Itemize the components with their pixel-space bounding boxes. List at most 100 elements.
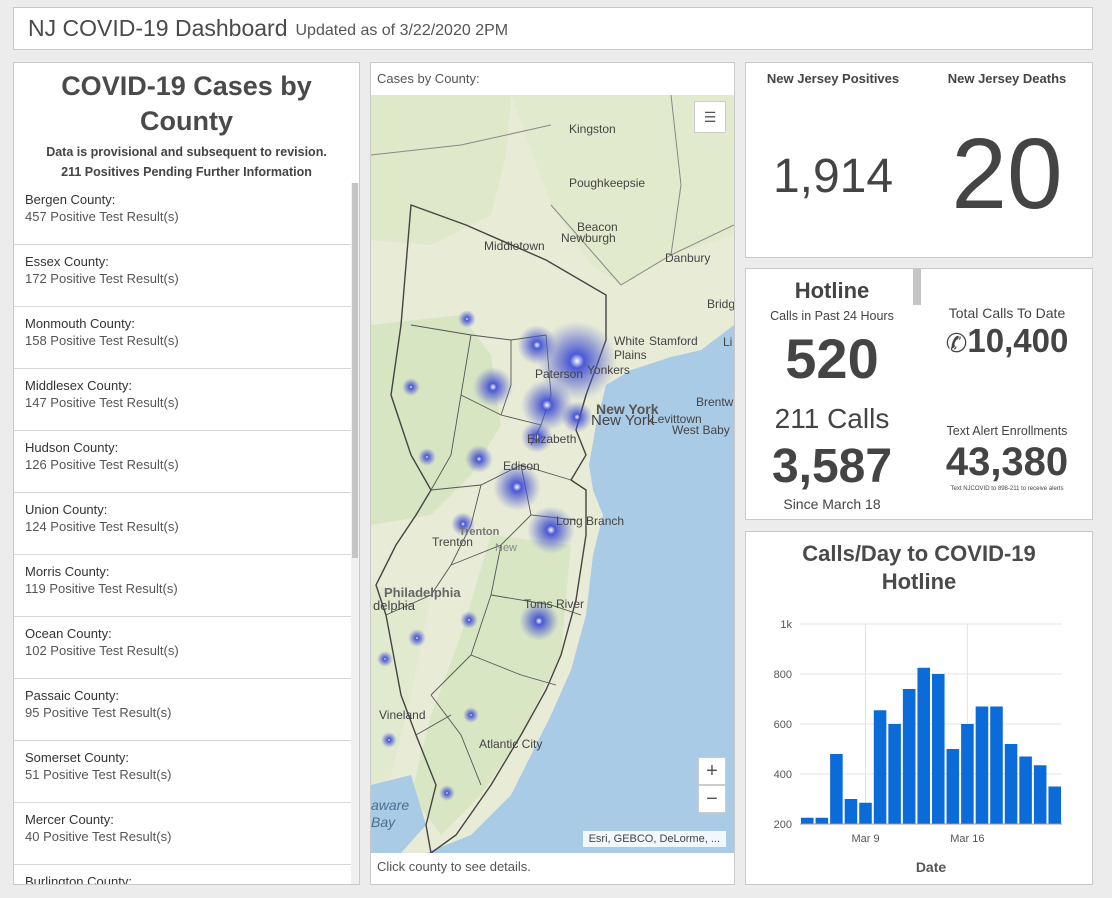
county-list-item[interactable]: Burlington County:: [14, 865, 353, 884]
chart-bar[interactable]: [1048, 786, 1061, 825]
county-name: Monmouth County:: [25, 316, 135, 331]
place-paterson: Paterson: [535, 367, 584, 381]
chart-bar[interactable]: [1004, 744, 1018, 824]
chart-bar[interactable]: [830, 754, 843, 824]
map-attribution[interactable]: Esri, GEBCO, DeLorme, ...: [582, 831, 726, 847]
place-yonkers: Yonkers: [587, 363, 630, 377]
county-list-item[interactable]: Essex County: 172 Positive Test Result(s): [14, 245, 353, 307]
place-philadelphia: delphia: [373, 598, 415, 613]
text-alert-value: 43,380: [945, 440, 1069, 484]
chart-bar[interactable]: [902, 689, 916, 824]
chart-bar[interactable]: [946, 749, 960, 824]
y-tick-label: 800: [774, 669, 792, 681]
chart-bar[interactable]: [961, 724, 974, 824]
scrollbar-thumb[interactable]: [352, 183, 358, 558]
county-list-item[interactable]: Union County: 124 Positive Test Result(s): [14, 493, 353, 555]
county-positive-count: 95 Positive Test Result(s): [25, 705, 172, 720]
zoom-in-button[interactable]: +: [698, 757, 726, 785]
county-name: Mercer County:: [25, 812, 114, 827]
place-delaware-bay: aware Bay: [371, 797, 410, 830]
hotline-chart-panel: Calls/Day to COVID-19 Hotline 200 400 600 8…: [745, 531, 1093, 885]
total-calls-value: 10,400: [967, 322, 1069, 359]
county-name: Hudson County:: [25, 440, 119, 455]
hotline-title: Hotline: [794, 278, 870, 303]
y-tick-label: 600: [774, 719, 792, 731]
county-name: Middlesex County:: [25, 378, 132, 393]
county-title-line2: County: [140, 106, 233, 136]
legend-list-icon[interactable]: ☰: [694, 101, 726, 133]
chart-bar[interactable]: [1019, 756, 1032, 825]
chart-bar[interactable]: [1033, 765, 1047, 824]
y-tick-label: 1k: [780, 619, 792, 631]
county-name: Passaic County:: [25, 688, 119, 703]
county-positive-count: 172 Positive Test Result(s): [25, 271, 179, 286]
county-positive-count: 102 Positive Test Result(s): [25, 643, 179, 658]
county-positive-count: 124 Positive Test Result(s): [25, 519, 179, 534]
place-long-branch: Long Branch: [556, 514, 625, 528]
place-philadelphia-big: Philadelphia: [384, 585, 461, 600]
county-name: Essex County:: [25, 254, 109, 269]
county-positive-count: 457 Positive Test Result(s): [25, 209, 179, 224]
y-tick-label: 200: [774, 819, 792, 831]
county-list-item[interactable]: Hudson County: 126 Positive Test Result(s…: [14, 431, 353, 493]
calls24-label: Calls in Past 24 Hours: [770, 309, 894, 323]
pending-note: 211 Positives Pending Further Informatio…: [61, 165, 312, 179]
chart-bar[interactable]: [917, 667, 930, 824]
county-list-item[interactable]: Ocean County: 102 Positive Test Result(s): [14, 617, 353, 679]
chart-bar[interactable]: [801, 817, 814, 824]
chart-bar[interactable]: [975, 706, 989, 825]
place-elizabeth: Elizabeth: [527, 432, 577, 446]
place-toms-river: Toms River: [524, 597, 585, 611]
county-list-item[interactable]: Mercer County: 40 Positive Test Result(s): [14, 803, 353, 865]
y-tick-label: 400: [774, 769, 792, 781]
county-name: Burlington County:: [25, 874, 132, 884]
dashboard-header: NJ COVID-19 Dashboard Updated as of 3/22…: [13, 7, 1093, 50]
place-poughkeepsie: Poughkeepsie: [569, 176, 646, 190]
map-title: Cases by County:: [377, 71, 480, 86]
text-alert-note: Text NJCOVID to 898-211 to receive alert…: [950, 486, 1064, 492]
chart-bar[interactable]: [844, 799, 858, 824]
chart-bar[interactable]: [873, 710, 887, 824]
chart-bar[interactable]: [990, 706, 1003, 825]
place-newburgh: Newburgh: [561, 231, 616, 245]
x-axis-label: Date: [916, 859, 947, 875]
chart-bar[interactable]: [888, 724, 901, 824]
county-list[interactable]: Bergen County: 457 Positive Test Result(s…: [14, 183, 353, 884]
deaths-label: New Jersey Deaths: [947, 71, 1067, 86]
county-name: Somerset County:: [25, 750, 130, 765]
county-positive-count: 40 Positive Test Result(s): [25, 829, 172, 844]
place-white-plains: White Plains: [614, 334, 647, 362]
chart-bar[interactable]: [859, 802, 872, 824]
totals-panel: New Jersey Positives New Jersey Deaths 1…: [745, 62, 1093, 258]
chart-bar[interactable]: [932, 674, 945, 824]
calls211-value: 3,587: [771, 440, 893, 493]
county-list-item[interactable]: Somerset County: 51 Positive Test Result(…: [14, 741, 353, 803]
phone-icon: ✆: [945, 328, 968, 358]
zoom-out-button[interactable]: −: [698, 785, 726, 813]
county-list-scrollbar[interactable]: [351, 183, 359, 884]
dashboard-title: NJ COVID-19 Dashboard: [28, 15, 288, 41]
place-new-york: New York: [591, 412, 655, 429]
place-west-babylon: West Baby: [672, 423, 730, 437]
map-basemap: [371, 95, 734, 853]
place-levittown: Levittown: [651, 412, 702, 426]
place-kingston: Kingston: [569, 122, 616, 136]
positives-label: New Jersey Positives: [766, 71, 900, 86]
county-list-item[interactable]: Morris County: 119 Positive Test Result(s…: [14, 555, 353, 617]
hotline-scrollbar[interactable]: [913, 269, 921, 305]
place-edison: Edison: [503, 459, 540, 473]
place-stamford: Stamford: [649, 334, 698, 348]
county-list-item[interactable]: Bergen County: 457 Positive Test Result(s…: [14, 183, 353, 245]
chart-bar[interactable]: [815, 817, 829, 824]
county-list-item[interactable]: Middlesex County: 147 Positive Test Resul…: [14, 369, 353, 431]
county-list-panel: COVID-19 Cases by County Data is provisi…: [13, 62, 360, 885]
county-list-item[interactable]: Monmouth County: 158 Positive Test Result…: [14, 307, 353, 369]
place-new: New: [495, 542, 518, 554]
text-alert-label: Text Alert Enrollments: [946, 424, 1068, 438]
county-positive-count: 51 Positive Test Result(s): [25, 767, 172, 782]
place-vineland: Vineland: [379, 708, 426, 722]
county-list-item[interactable]: Passaic County: 95 Positive Test Result(s…: [14, 679, 353, 741]
county-map[interactable]: Kingston Poughkeepsie Beacon Newburgh Mi…: [371, 95, 734, 853]
chart-title: Calls/Day to COVID-19 Hotline: [802, 541, 1036, 594]
calls-per-day-chart[interactable]: 200 400 600 800 1k Mar 9 Mar 16 Date: [746, 612, 1092, 884]
